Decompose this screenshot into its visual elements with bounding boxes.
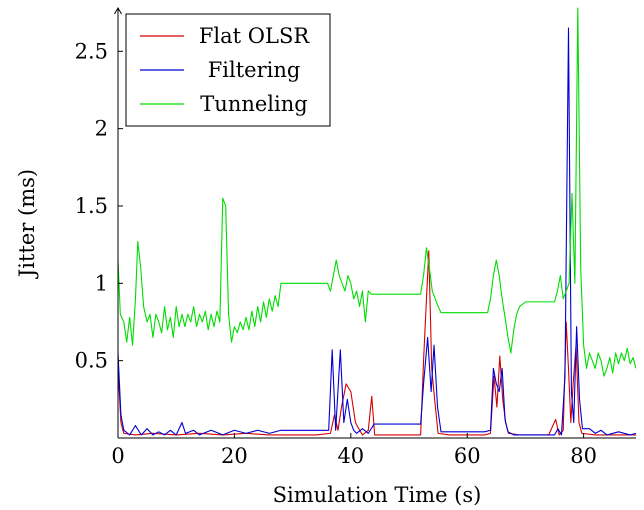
x-tick-label: 60: [454, 444, 481, 468]
x-tick-label: 80: [570, 444, 597, 468]
legend-label-tunneling: Tunneling: [200, 92, 307, 116]
x-tick-label: 0: [111, 444, 124, 468]
x-axis-title: Simulation Time (s): [273, 483, 482, 507]
series-layer: [118, 7, 636, 436]
legend-label-filtering: Filtering: [208, 58, 301, 82]
series-line-flat-olsr: [118, 250, 636, 436]
y-tick-label: 0.5: [75, 349, 108, 373]
x-tick-label: 20: [221, 444, 248, 468]
legend: Flat OLSR Filtering Tunneling: [125, 13, 331, 127]
y-axis-arrow: [114, 7, 122, 15]
y-tick-label: 2: [95, 117, 108, 141]
legend-label-flat-olsr: Flat OLSR: [199, 24, 310, 48]
axes-layer: 0 20 40 60 80 0.5 1 1.5 2 2.5: [75, 7, 636, 468]
y-tick-label: 1: [95, 271, 108, 295]
y-axis-title: Jitter (ms): [15, 169, 39, 279]
y-tick-label: 2.5: [75, 39, 108, 63]
series-line-tunneling: [118, 7, 636, 377]
y-tick-label: 1.5: [75, 194, 108, 218]
series-line-filtering: [118, 27, 636, 436]
x-tick-label: 40: [337, 444, 364, 468]
